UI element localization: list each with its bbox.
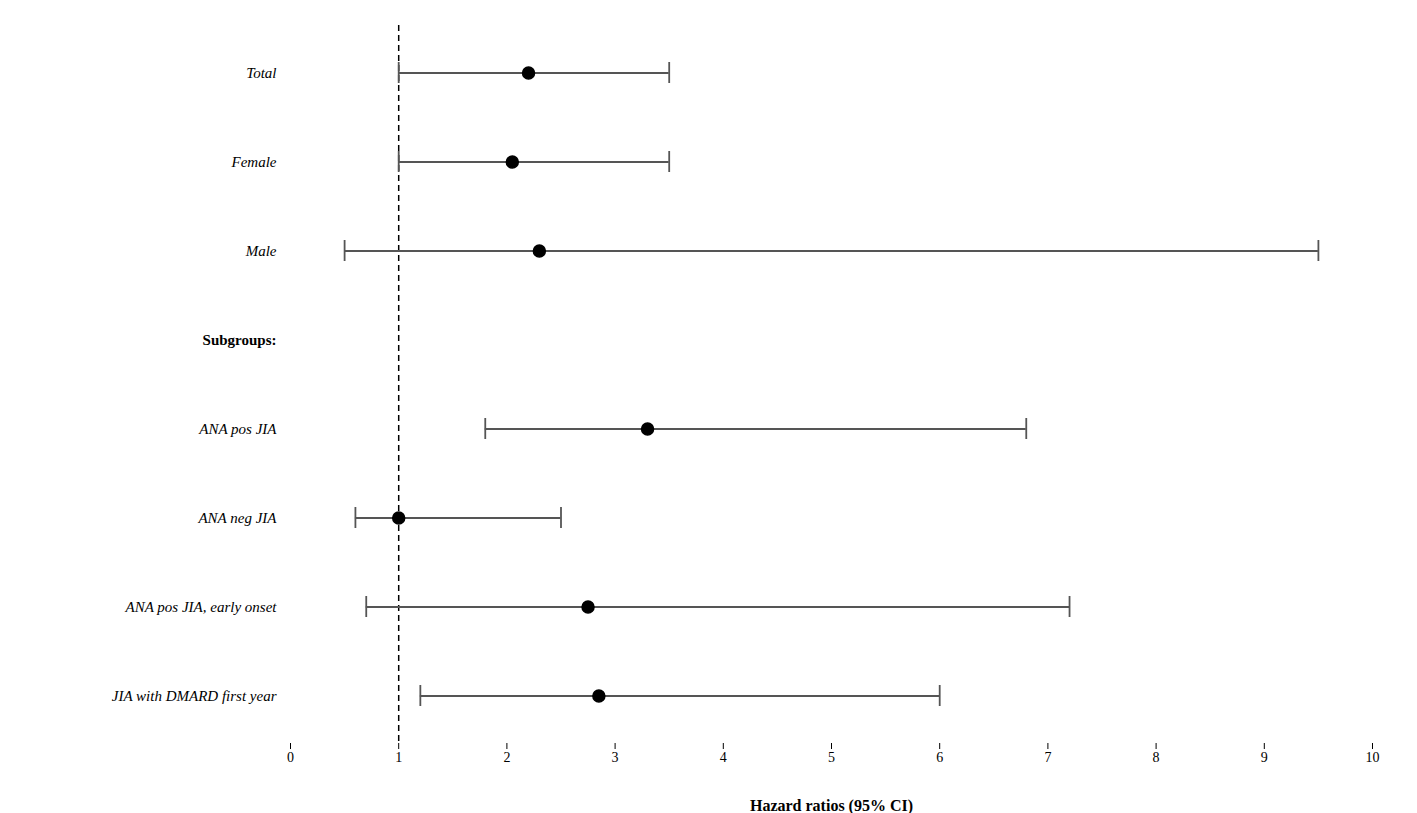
- svg-text:6: 6: [936, 750, 943, 765]
- svg-text:10: 10: [1366, 750, 1380, 765]
- svg-text:1: 1: [395, 750, 402, 765]
- svg-text:0: 0: [287, 750, 294, 765]
- svg-text:8: 8: [1153, 750, 1160, 765]
- svg-text:Total: Total: [246, 65, 276, 81]
- svg-text:3: 3: [612, 750, 619, 765]
- svg-text:Hazard ratios (95% CI): Hazard ratios (95% CI): [750, 797, 913, 813]
- svg-text:5: 5: [828, 750, 835, 765]
- svg-text:Female: Female: [231, 154, 277, 170]
- svg-text:ANA neg JIA: ANA neg JIA: [197, 510, 277, 526]
- svg-text:9: 9: [1261, 750, 1268, 765]
- svg-text:Subgroups:: Subgroups:: [203, 332, 277, 348]
- svg-text:2: 2: [503, 750, 510, 765]
- svg-text:ANA pos JIA, early onset: ANA pos JIA, early onset: [125, 599, 278, 615]
- svg-text:ANA pos JIA: ANA pos JIA: [198, 421, 277, 437]
- svg-text:4: 4: [720, 750, 727, 765]
- svg-text:Male: Male: [245, 243, 277, 259]
- svg-text:JIA with DMARD first year: JIA with DMARD first year: [112, 688, 277, 704]
- svg-text:7: 7: [1044, 750, 1051, 765]
